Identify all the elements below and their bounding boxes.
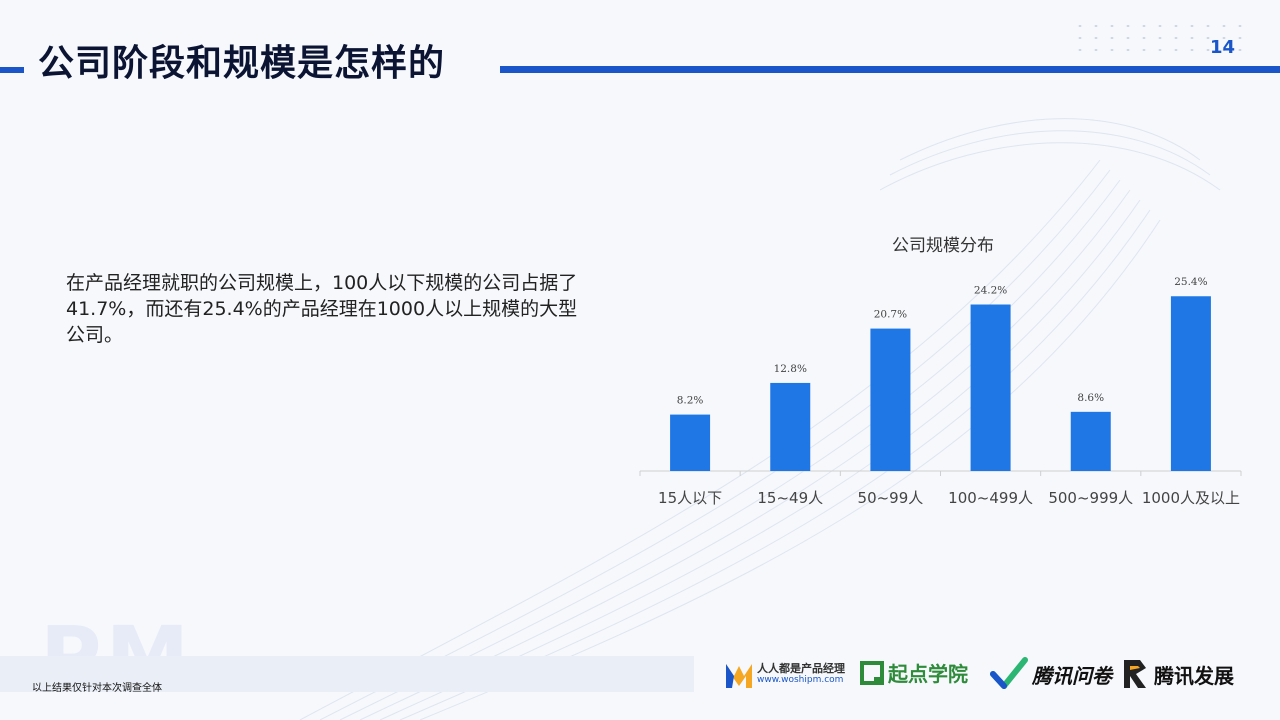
page-title: 公司阶段和规模是怎样的 <box>38 43 446 84</box>
category-label-5: 500~999人 <box>1048 489 1133 507</box>
bar-1 <box>670 414 711 471</box>
category-label-6: 1000人及以上 <box>1142 489 1240 507</box>
checkmark-icon <box>990 657 1028 689</box>
bar-6 <box>1170 296 1211 471</box>
qidian-q-icon <box>860 661 884 685</box>
category-label-4: 100~499人 <box>948 489 1033 507</box>
fazhan-cube-icon <box>1124 660 1146 688</box>
footnote: 以上结果仅针对本次调查全体 <box>32 683 162 694</box>
data-label-1: 8.2% <box>677 395 704 407</box>
data-label-3: 20.7% <box>874 309 907 321</box>
page-number: 14 <box>1210 37 1236 58</box>
bar-2 <box>770 382 811 471</box>
qidian-logo: 起点学院 <box>860 652 968 696</box>
category-label-3: 50~99人 <box>858 489 924 507</box>
data-label-6: 25.4% <box>1174 276 1207 288</box>
bar-5 <box>1070 411 1111 471</box>
tencent-fazhan-logo: 腾讯发展 <box>1120 652 1234 696</box>
title-accent-bar-right <box>500 66 1280 73</box>
summary-text: 在产品经理就职的公司规模上，100人以下规模的公司占据了41.7%，而还有25.… <box>66 272 578 346</box>
category-label-2: 15~49人 <box>757 489 823 507</box>
data-label-4: 24.2% <box>974 285 1007 297</box>
data-label-2: 12.8% <box>774 363 807 375</box>
qidian-name: 起点学院 <box>888 662 968 686</box>
woshipm-name: 人人都是产品经理 <box>757 662 845 675</box>
data-label-5: 8.6% <box>1077 392 1104 404</box>
tencent-fazhan-name: 腾讯发展 <box>1154 663 1234 688</box>
woshipm-m-icon <box>726 664 752 688</box>
bar-3 <box>870 328 911 471</box>
title-accent-bar-left <box>0 67 24 73</box>
tencent-wenjuan-logo: 腾讯问卷 <box>990 652 1112 696</box>
woshipm-logo: 人人都是产品经理 www.woshipm.com <box>724 652 845 696</box>
chart-title: 公司规模分布 <box>892 236 994 256</box>
footer-band <box>0 656 694 692</box>
category-label-1: 15人以下 <box>658 489 722 507</box>
woshipm-url: www.woshipm.com <box>757 675 844 685</box>
tencent-wenjuan-name: 腾讯问卷 <box>1032 663 1112 688</box>
bar-4 <box>970 304 1011 471</box>
decorative-dot-grid <box>1072 20 1248 52</box>
